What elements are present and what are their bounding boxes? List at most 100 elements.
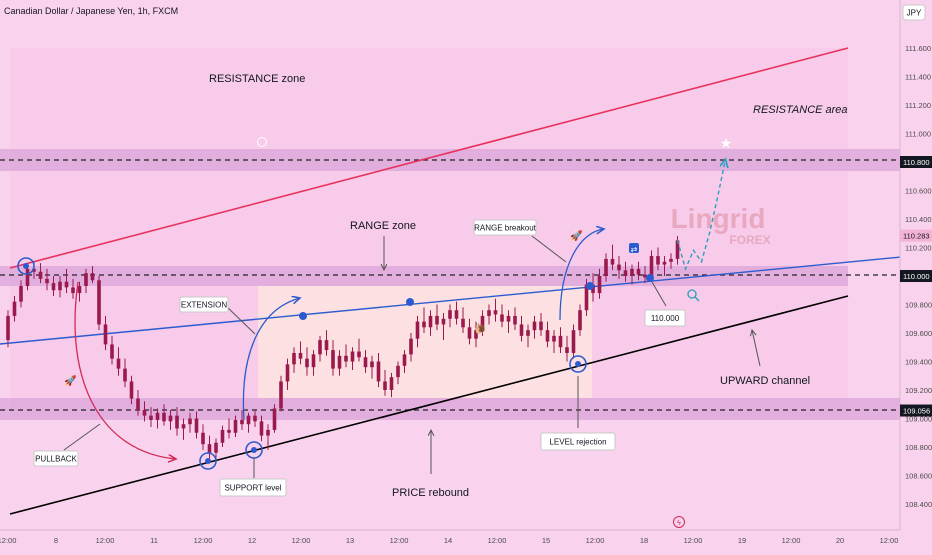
candle [64, 268, 69, 294]
candle [305, 347, 309, 376]
price-tick-label: 108.400 [905, 500, 932, 509]
time-tick-label: 12:00 [390, 536, 409, 545]
candle [532, 315, 537, 339]
svg-text:110.283: 110.283 [903, 232, 930, 241]
candle [194, 411, 199, 439]
candle [142, 401, 147, 422]
star-icon: ★ [720, 135, 733, 151]
snail-icon: 🐌 [474, 323, 486, 335]
mid-zone-band [0, 266, 848, 286]
candle [181, 418, 186, 440]
candle [402, 350, 407, 373]
candle [656, 247, 660, 271]
support-level-label: PRICE rebound [392, 487, 469, 499]
time-tick-label: 14 [444, 536, 452, 545]
candle [136, 390, 140, 416]
svg-text:EXTENSION: EXTENSION [181, 301, 227, 310]
rebound-arrow [242, 298, 300, 421]
candle [272, 404, 277, 433]
candle [539, 313, 543, 336]
trend-dot [299, 312, 307, 320]
svg-text:110.800: 110.800 [903, 158, 930, 167]
price-tick-label: 111.200 [905, 101, 931, 110]
svg-text:110.000: 110.000 [651, 314, 680, 323]
currency-button[interactable]: JPY [902, 4, 926, 21]
price-tick-label: 111.000 [905, 130, 931, 139]
pullback-label-pointer [63, 423, 101, 451]
candle [51, 276, 56, 296]
resistance-area-label: RESISTANCE area [753, 104, 848, 116]
extension-label-pointer [223, 303, 256, 335]
candle [487, 304, 491, 325]
candle [506, 310, 511, 333]
projection-path [676, 159, 726, 271]
candle [207, 435, 212, 459]
candle [311, 350, 316, 376]
candle [214, 438, 218, 460]
candle [253, 409, 257, 428]
candle [149, 407, 153, 428]
candle [298, 341, 303, 365]
search-icon[interactable] [687, 289, 697, 299]
down-arrow-icon [257, 137, 267, 147]
breakout-arrow [559, 229, 604, 321]
candle [545, 321, 550, 348]
time-tick-label: 8 [54, 536, 58, 545]
time-tick-label: 12:00 [782, 536, 801, 545]
candle [71, 278, 75, 299]
time-tick-label: 12 [248, 536, 256, 545]
time-ticks: 12:00 8 12:00 11 12:00 12 12:00 13 12:00 14 12:00 1… [0, 536, 898, 545]
price-tick-label: 109.400 [905, 358, 932, 367]
candle [643, 266, 647, 284]
time-tick-label: 20 [836, 536, 844, 545]
candle [220, 425, 225, 447]
candle [513, 307, 517, 331]
svg-text:LEVEL rejection: LEVEL rejection [549, 438, 606, 447]
candle [25, 264, 30, 291]
candle [116, 347, 121, 376]
price-tick-label: 110.400 [905, 215, 932, 224]
time-tick-label: 12:00 [684, 536, 703, 545]
candle [422, 307, 426, 333]
candle [558, 327, 563, 353]
candle [168, 409, 173, 430]
blue-trendline [0, 253, 932, 345]
range-box [258, 286, 592, 398]
svg-text:PULLBACK: PULLBACK [35, 455, 77, 464]
level-rejection-callout: LEVEL rejection [540, 432, 616, 451]
time-tick-label: 15 [542, 536, 550, 545]
candle [519, 315, 524, 342]
lightning-icon[interactable] [673, 516, 685, 528]
channel-upper-line [9, 47, 849, 269]
rejection-marker [569, 355, 587, 373]
candle [227, 418, 231, 439]
time-tick-label: 12:00 [488, 536, 507, 545]
candle [259, 415, 264, 442]
candle [597, 268, 602, 299]
candle [266, 424, 270, 450]
candle [6, 310, 10, 348]
price-tick-label: 109.200 [905, 386, 932, 395]
time-axis[interactable] [0, 530, 932, 550]
candle [188, 412, 192, 433]
swap-icon[interactable] [629, 243, 639, 253]
lightning-icon-glyph: ϟ [677, 520, 681, 527]
candle [389, 372, 394, 398]
candle [617, 256, 621, 279]
svg-text:109.056: 109.056 [903, 407, 930, 416]
candle [19, 280, 23, 308]
candle [84, 268, 88, 294]
price-tick-label: 109.000 [905, 415, 932, 424]
candle [233, 415, 238, 438]
candle [318, 335, 322, 362]
candle [565, 335, 569, 362]
price-badge: 110.283 [900, 229, 932, 242]
candle [129, 375, 134, 405]
price-tick-label: 111.400 [905, 73, 931, 82]
time-tick-label: 18 [640, 536, 648, 545]
price-tick-label: 110.600 [905, 187, 932, 196]
price-ticks: 111.600 111.400 111.200 111.000 110.800 110.6… [905, 44, 932, 509]
candle [77, 281, 82, 302]
level-marker [575, 361, 581, 367]
